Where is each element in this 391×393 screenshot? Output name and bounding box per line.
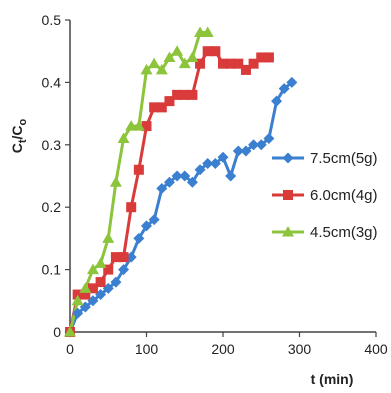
data-point-series-1 bbox=[217, 151, 229, 163]
x-axis-title: t (min) bbox=[311, 371, 354, 387]
data-point-series-2 bbox=[233, 58, 244, 69]
data-point-series-3 bbox=[140, 63, 153, 75]
data-point-series-3 bbox=[125, 120, 138, 131]
data-point-series-2 bbox=[164, 96, 175, 107]
x-tick-label: 200 bbox=[211, 341, 235, 357]
data-point-series-1 bbox=[225, 170, 237, 182]
data-point-series-1 bbox=[186, 176, 198, 188]
data-point-series-1 bbox=[171, 170, 183, 182]
data-point-series-3 bbox=[79, 282, 92, 293]
data-point-series-3 bbox=[186, 51, 199, 62]
data-point-series-1 bbox=[263, 133, 275, 145]
data-point-series-3 bbox=[194, 26, 207, 37]
data-point-series-2 bbox=[72, 289, 83, 300]
x-tick-label: 100 bbox=[135, 341, 159, 357]
data-point-series-2 bbox=[248, 58, 259, 69]
data-point-series-1 bbox=[141, 220, 152, 232]
data-point-series-1 bbox=[72, 307, 84, 319]
y-ticks: 0 0.1 0.2 0.3 0.4 0.5 bbox=[42, 12, 70, 340]
data-point-series-1 bbox=[202, 158, 214, 170]
x-tick-label: 0 bbox=[66, 341, 74, 357]
y-tick-label: 0.3 bbox=[42, 137, 62, 153]
data-point-series-2 bbox=[126, 202, 137, 213]
y-tick-label: 0.2 bbox=[42, 199, 62, 215]
legend-label-3: 4.5cm(3g) bbox=[310, 224, 378, 241]
data-point-series-2 bbox=[218, 58, 228, 69]
legend-marker-2 bbox=[283, 190, 293, 200]
data-point-series-2 bbox=[225, 58, 236, 69]
data-point-series-2 bbox=[156, 102, 167, 113]
legend-label-1: 7.5cm(5g) bbox=[310, 150, 378, 167]
y-tick-label: 0 bbox=[53, 324, 61, 340]
series-markers bbox=[64, 26, 298, 338]
y-axis-title-mid: /C bbox=[9, 125, 25, 139]
data-point-series-1 bbox=[156, 182, 168, 194]
data-point-series-2 bbox=[118, 252, 129, 263]
data-point-series-3 bbox=[132, 120, 145, 131]
y-axis-title: Ct/Co bbox=[9, 118, 29, 153]
data-point-series-2 bbox=[141, 121, 152, 132]
data-point-series-3 bbox=[155, 63, 168, 75]
data-point-series-3 bbox=[71, 294, 84, 306]
data-point-series-2 bbox=[195, 58, 206, 69]
y-axis-title-c: C bbox=[9, 143, 25, 153]
data-point-series-1 bbox=[255, 139, 267, 151]
data-point-series-1 bbox=[286, 76, 298, 88]
data-point-series-3 bbox=[178, 57, 191, 69]
data-point-series-2 bbox=[80, 289, 91, 300]
data-point-series-2 bbox=[263, 52, 274, 63]
data-point-series-1 bbox=[179, 170, 191, 182]
data-point-series-1 bbox=[110, 276, 122, 288]
data-point-series-1 bbox=[278, 83, 290, 95]
data-point-series-3 bbox=[163, 51, 176, 62]
data-point-series-3 bbox=[94, 257, 107, 268]
x-ticks: 0 100 200 300 400 bbox=[66, 332, 388, 357]
data-point-series-1 bbox=[194, 164, 206, 176]
data-point-series-3 bbox=[86, 263, 99, 275]
data-point-series-2 bbox=[240, 64, 251, 75]
x-tick-label: 400 bbox=[364, 341, 388, 357]
data-point-series-2 bbox=[202, 46, 213, 57]
data-point-series-3 bbox=[171, 45, 184, 56]
data-point-series-3 bbox=[117, 132, 130, 144]
y-tick-label: 0.5 bbox=[42, 12, 62, 28]
y-tick-label: 0.1 bbox=[42, 262, 62, 278]
data-point-series-1 bbox=[118, 264, 130, 276]
data-point-series-1 bbox=[232, 145, 244, 157]
data-point-series-2 bbox=[172, 89, 183, 100]
data-point-series-3 bbox=[102, 232, 115, 243]
data-point-series-1 bbox=[240, 145, 252, 157]
y-tick-label: 0.4 bbox=[42, 74, 62, 90]
data-point-series-2 bbox=[87, 283, 98, 294]
data-point-series-1 bbox=[163, 176, 175, 188]
data-point-series-3 bbox=[109, 176, 122, 187]
data-point-series-2 bbox=[179, 89, 190, 100]
data-point-series-2 bbox=[149, 102, 160, 113]
data-point-series-1 bbox=[248, 139, 260, 151]
data-point-series-2 bbox=[187, 89, 198, 100]
legend: 7.5cm(5g) 6.0cm(4g) 4.5cm(3g) bbox=[272, 150, 378, 241]
data-point-series-3 bbox=[64, 326, 76, 337]
y-axis-title-sub-o: o bbox=[17, 118, 29, 125]
data-point-series-2 bbox=[110, 252, 121, 263]
y-axis-title-sub-t: t bbox=[17, 139, 29, 143]
x-tick-label: 300 bbox=[288, 341, 312, 357]
legend-marker-1 bbox=[282, 152, 294, 164]
legend-label-2: 6.0cm(4g) bbox=[310, 187, 378, 204]
data-point-series-3 bbox=[148, 57, 161, 69]
data-point-series-2 bbox=[256, 52, 267, 63]
data-point-series-1 bbox=[148, 214, 160, 226]
legend-marker-3 bbox=[282, 226, 294, 237]
data-point-series-2 bbox=[210, 46, 221, 57]
data-point-series-1 bbox=[209, 158, 221, 170]
data-point-series-1 bbox=[133, 232, 145, 244]
data-point-series-2 bbox=[95, 277, 106, 288]
data-point-series-2 bbox=[133, 164, 144, 175]
data-point-series-2 bbox=[103, 264, 114, 275]
data-point-series-1 bbox=[271, 95, 283, 107]
data-point-series-3 bbox=[201, 26, 214, 37]
